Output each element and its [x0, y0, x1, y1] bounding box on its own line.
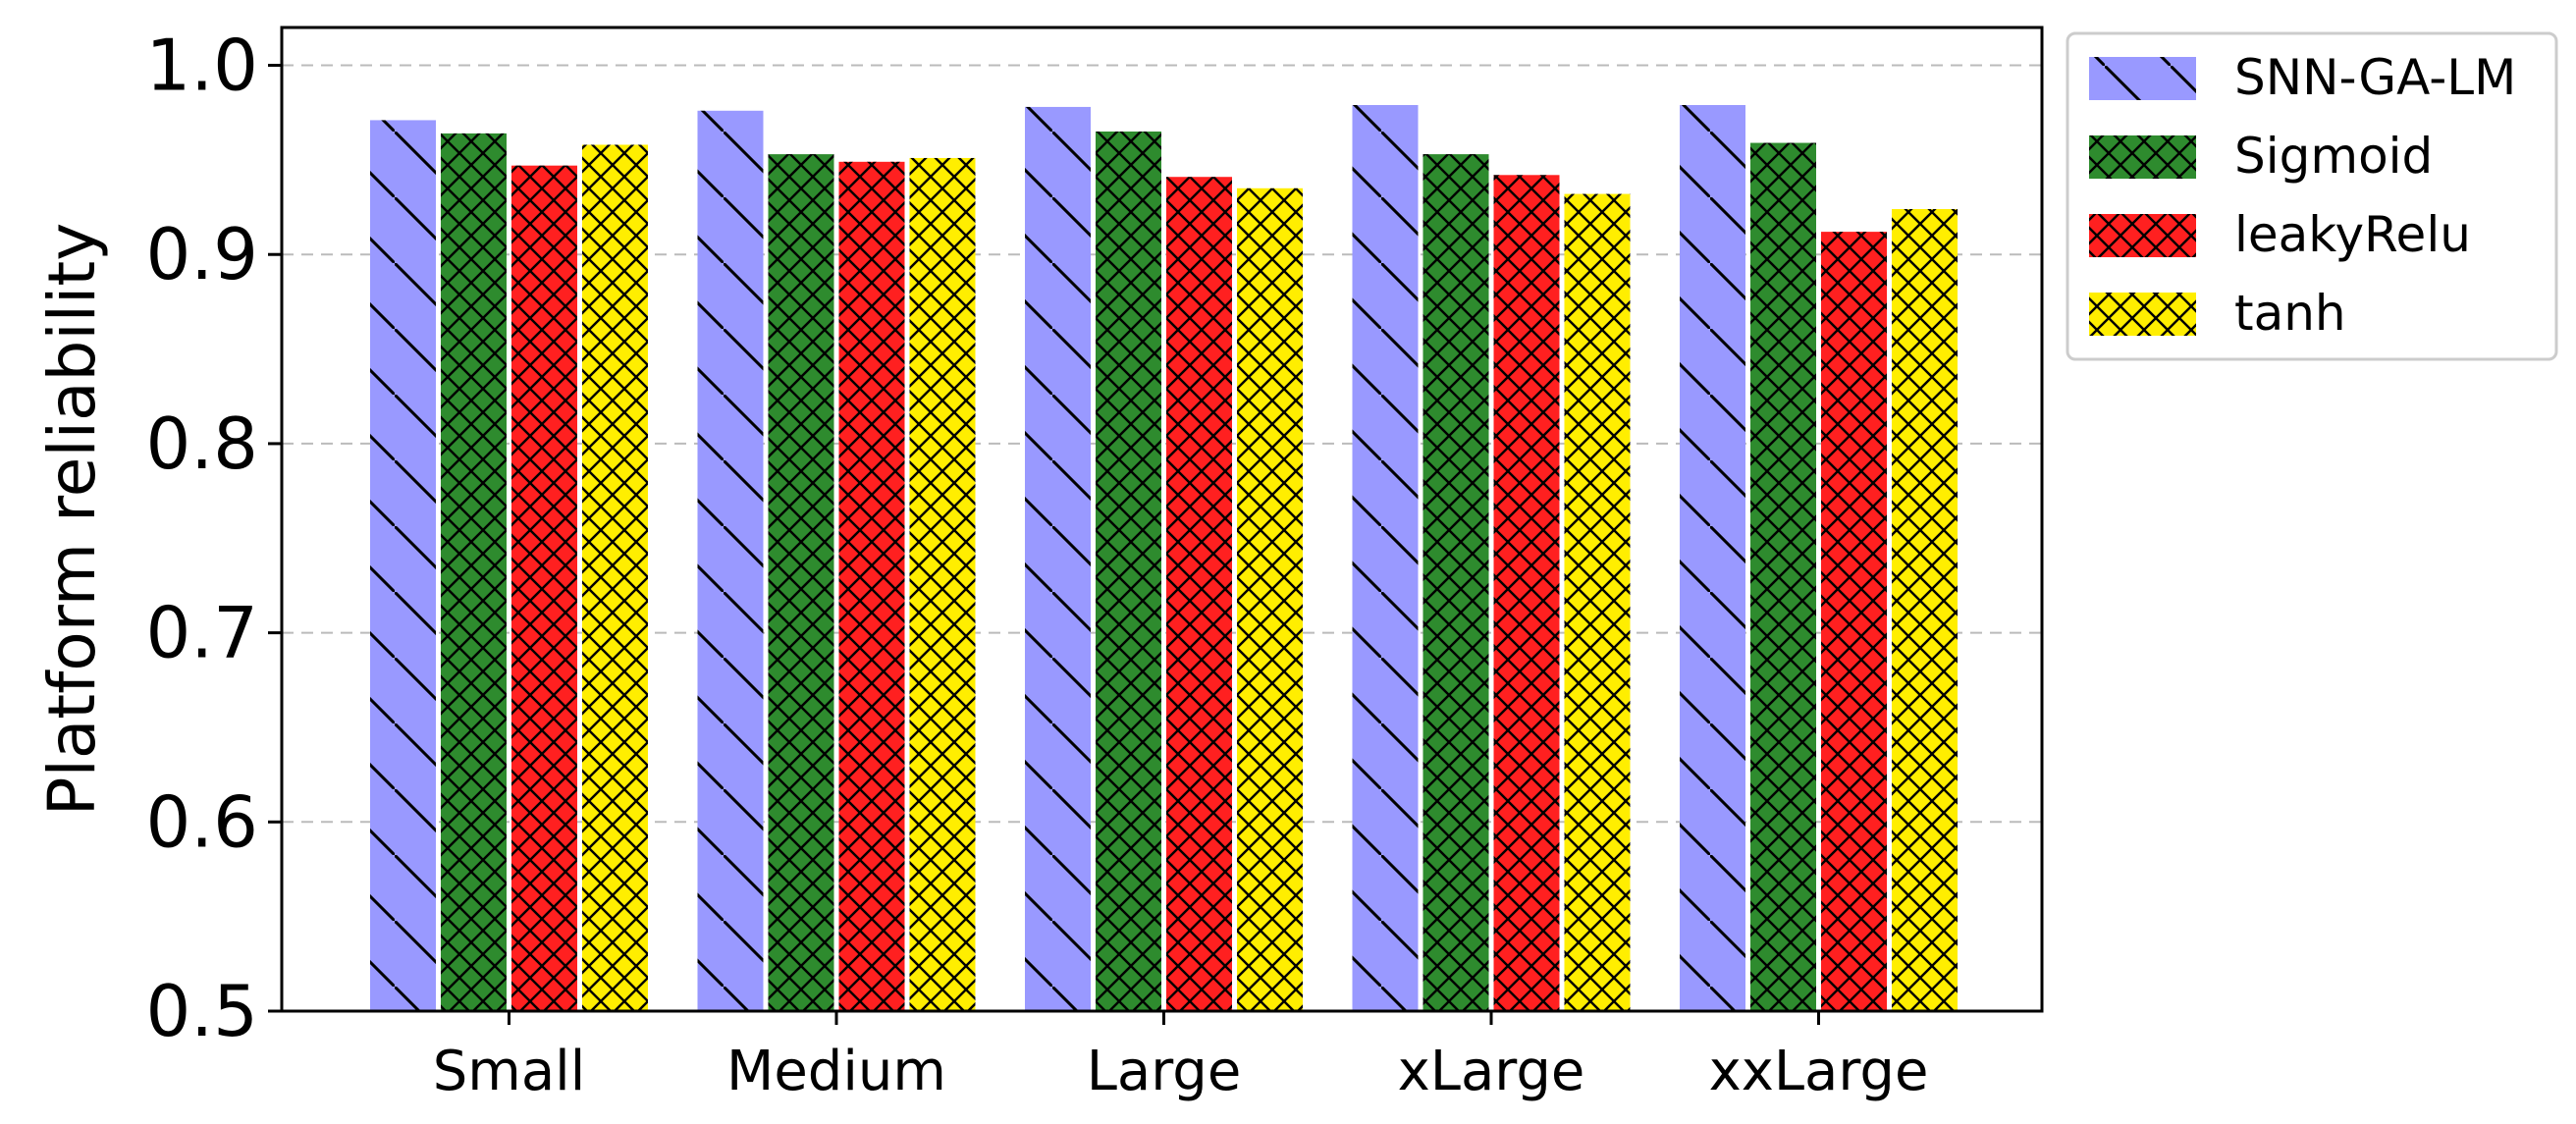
- bar-hatch: [1750, 142, 1816, 1012]
- bar-hatch: [1166, 177, 1232, 1011]
- y-tick-label: 0.5: [145, 970, 258, 1052]
- plot-area-frame: [280, 26, 2044, 1013]
- legend-swatch-hatch: [2089, 57, 2196, 100]
- x-tick-label: Medium: [726, 1040, 946, 1103]
- bar-hatch: [582, 144, 648, 1011]
- legend: SNN-GA-LM Sigmoid leakyRelu tanh: [2066, 31, 2558, 361]
- legend-label: SNN-GA-LM: [2234, 49, 2516, 106]
- y-axis-label: Platform reliability: [34, 223, 110, 817]
- bar-hatch: [1096, 131, 1161, 1011]
- bar-hatch: [441, 133, 507, 1011]
- bar-hatch: [1352, 105, 1419, 1011]
- y-tick-label: 0.9: [145, 213, 258, 295]
- x-tick-label: xLarge: [1398, 1040, 1585, 1103]
- bar-hatch: [909, 157, 976, 1011]
- legend-label: Sigmoid: [2234, 128, 2433, 185]
- bar-hatch: [697, 110, 764, 1012]
- x-tick-label: Small: [433, 1040, 586, 1103]
- legend-frame: [2066, 31, 2558, 361]
- x-tick-label: Large: [1087, 1040, 1242, 1103]
- bar-hatch: [511, 165, 577, 1011]
- bar-hatch: [768, 154, 834, 1011]
- bar-hatch: [1025, 106, 1091, 1011]
- legend-swatch-hatch: [2089, 214, 2196, 257]
- bar-hatch: [1892, 208, 1958, 1011]
- x-tick-label: xxLarge: [1709, 1040, 1929, 1103]
- bar-hatch: [1680, 105, 1745, 1011]
- bar-hatch: [1422, 154, 1489, 1011]
- bars: [370, 105, 1958, 1012]
- legend-swatch-hatch: [2089, 293, 2196, 336]
- y-tick-label: 0.7: [145, 592, 258, 674]
- y-tick-label: 0.6: [145, 780, 258, 863]
- bar-hatch: [1237, 187, 1303, 1012]
- axis-ticks: 0.5 0.6 0.7 0.8 0.9 1.0 Small Medium Large xLarge…: [145, 25, 1928, 1103]
- y-tick-label: 0.8: [145, 402, 258, 485]
- y-tick-label: 1.0: [145, 25, 258, 107]
- legend-label: leakyRelu: [2234, 206, 2471, 263]
- legend-swatch-hatch: [2089, 135, 2196, 179]
- bar-hatch: [1564, 193, 1631, 1012]
- bar-hatch: [838, 161, 905, 1012]
- bar-hatch: [1821, 232, 1887, 1012]
- bar-hatch: [370, 120, 436, 1011]
- legend-label: tanh: [2234, 285, 2346, 342]
- bar-hatch: [1493, 175, 1560, 1012]
